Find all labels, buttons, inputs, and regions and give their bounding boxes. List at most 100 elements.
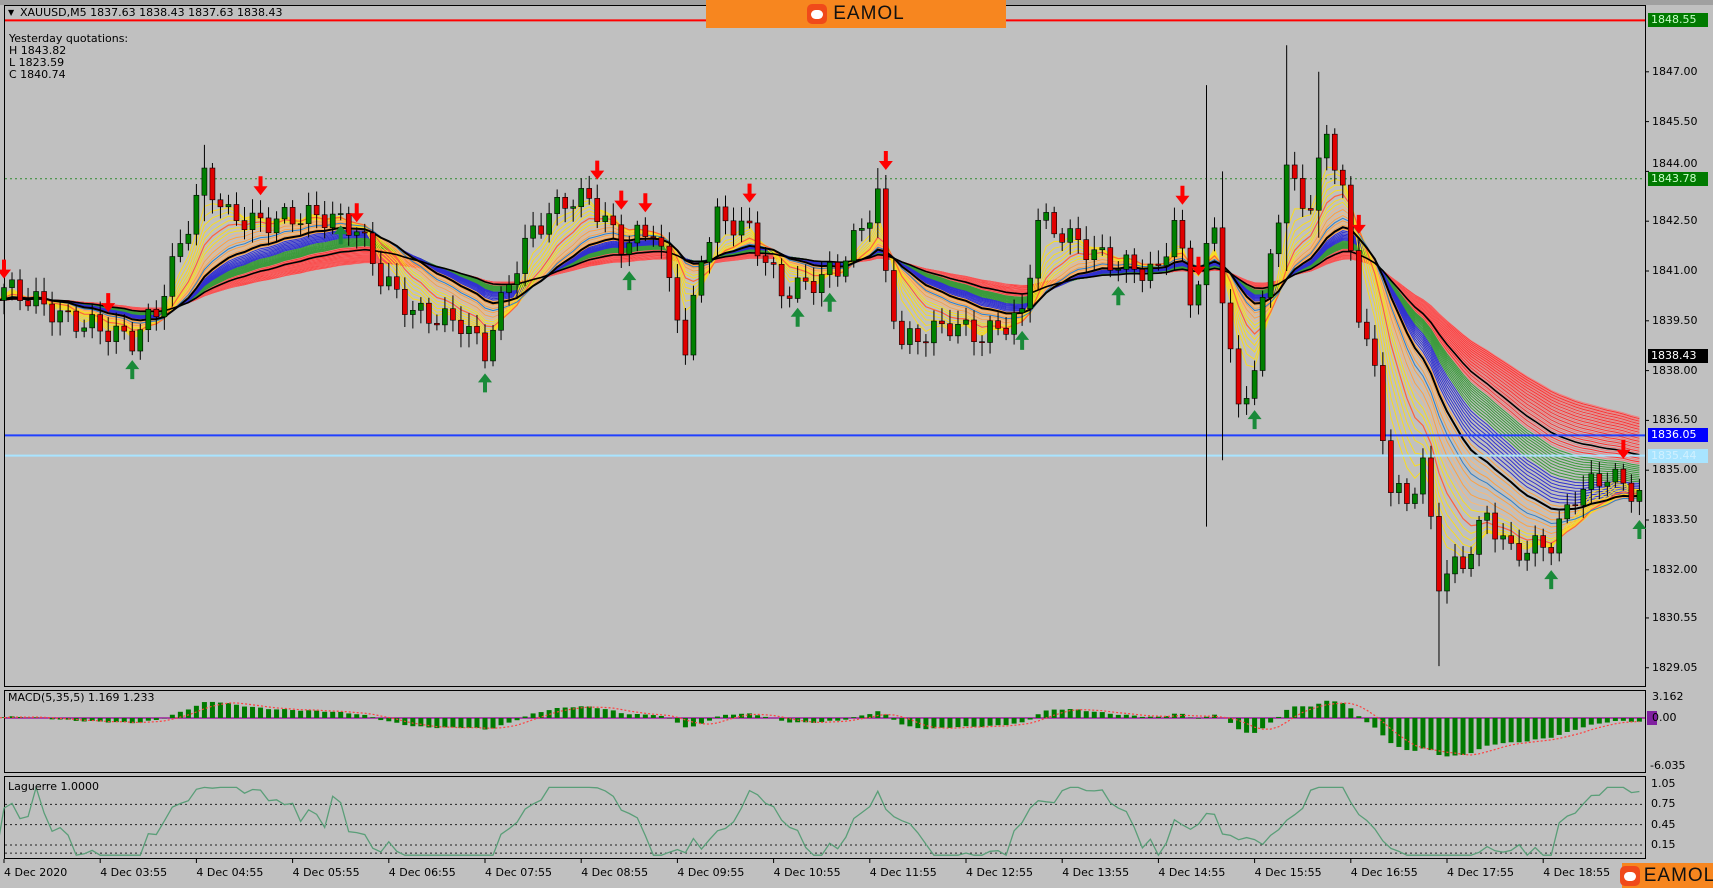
candle — [650, 225, 657, 247]
candle — [1596, 461, 1603, 500]
candle-up — [1171, 220, 1178, 258]
macd-histogram-bar — [1027, 718, 1033, 720]
candle-up — [1163, 256, 1170, 266]
candle — [1356, 238, 1362, 328]
candle-up — [353, 231, 360, 236]
sell-arrow-icon — [1351, 214, 1366, 234]
candle — [321, 201, 328, 239]
sell-arrow-icon — [638, 193, 653, 213]
candle-down — [482, 332, 488, 362]
candle — [538, 212, 544, 239]
macd-histogram-bar — [618, 713, 624, 718]
candle-up — [1564, 504, 1571, 520]
candle — [442, 297, 448, 333]
candle — [594, 184, 601, 229]
macd-histogram-bar — [1540, 718, 1546, 739]
macd-histogram-bar — [129, 718, 135, 724]
macd-histogram-bar — [851, 717, 857, 718]
candle-down — [241, 220, 248, 230]
candle — [754, 211, 761, 266]
macd-histogram-bar — [1532, 718, 1538, 740]
candle — [722, 195, 729, 235]
candle-down — [41, 291, 47, 305]
candle-down — [153, 308, 160, 318]
candle — [1516, 529, 1522, 567]
ema-black-line — [0, 226, 1640, 511]
macd-histogram-bar — [474, 718, 480, 728]
yesterday-low: L 1823.59 — [9, 56, 65, 69]
candle-up — [530, 225, 536, 239]
macd-histogram-bar — [274, 709, 280, 718]
candle — [826, 251, 833, 288]
candle-up — [1011, 312, 1017, 335]
price-axis-label: 1839.50 — [1652, 313, 1698, 327]
price-axis-label: 1833.50 — [1652, 513, 1698, 526]
candle — [329, 201, 336, 235]
macd-histogram-bar — [835, 718, 841, 721]
price-axis-label: 1835.00 — [1652, 463, 1698, 477]
candle — [1107, 236, 1114, 278]
candle-down — [971, 319, 977, 342]
candle — [1035, 208, 1041, 291]
candle-down — [209, 167, 216, 201]
candle-down — [899, 320, 905, 345]
candle — [129, 321, 136, 356]
macd-histogram-bar — [1035, 714, 1041, 718]
candle-down — [642, 224, 649, 237]
macd-histogram-bar — [1204, 716, 1209, 718]
candle — [1027, 264, 1033, 323]
laguerre-axis-label: 0.45 — [1651, 817, 1676, 831]
macd-histogram-bar — [1444, 718, 1450, 757]
candle-up — [185, 233, 192, 244]
candle-up — [145, 308, 152, 331]
macd-histogram-bar — [1332, 701, 1338, 718]
macd-histogram-bar — [674, 718, 680, 723]
macd-histogram-bar — [1484, 718, 1490, 746]
candle-down — [722, 206, 729, 222]
candle-down — [1348, 184, 1354, 251]
macd-histogram-bar — [883, 714, 889, 718]
macd-histogram-bar — [177, 711, 183, 718]
candle — [289, 200, 296, 233]
time-axis-label: 4 Dec 03:55 — [100, 866, 168, 879]
macd-histogram-bar — [698, 718, 704, 724]
candle — [482, 324, 488, 369]
candle-up — [1027, 277, 1033, 309]
collapse-triangle-icon[interactable]: ▼ — [8, 8, 15, 17]
macd-histogram-bar — [314, 710, 320, 718]
candle — [105, 317, 112, 356]
macd-histogram-bar — [610, 710, 616, 718]
candle — [875, 168, 881, 238]
buy-arrow-icon — [478, 373, 492, 393]
candle — [1003, 317, 1009, 341]
candle — [706, 237, 713, 274]
candle — [770, 257, 777, 279]
buy-arrow-icon — [1632, 520, 1647, 540]
candle — [530, 211, 536, 248]
candle — [1131, 248, 1138, 284]
candle — [1299, 164, 1306, 217]
candle — [810, 267, 817, 305]
candle-down — [658, 237, 665, 247]
buy-arrow-icon — [1247, 410, 1262, 430]
macd-histogram-bar — [923, 718, 929, 730]
candle — [866, 210, 873, 242]
candle — [1572, 491, 1579, 515]
macd-histogram-bar — [1348, 708, 1354, 718]
buy-arrow-icon — [125, 360, 140, 380]
candle-down — [97, 314, 103, 332]
candle-up — [1588, 473, 1595, 490]
price-axis-label: 1842.50 — [1652, 214, 1698, 228]
candle-up — [931, 320, 937, 344]
candle-up — [826, 262, 833, 275]
macd-histogram-bar — [891, 718, 897, 720]
candle — [987, 315, 993, 354]
candle-up — [1604, 481, 1611, 487]
candle-up — [514, 273, 520, 285]
macd-histogram-bar — [995, 718, 1001, 726]
macd-histogram-bar — [1556, 718, 1562, 735]
candle — [570, 199, 576, 222]
candle — [818, 261, 825, 307]
candle — [1412, 487, 1418, 509]
